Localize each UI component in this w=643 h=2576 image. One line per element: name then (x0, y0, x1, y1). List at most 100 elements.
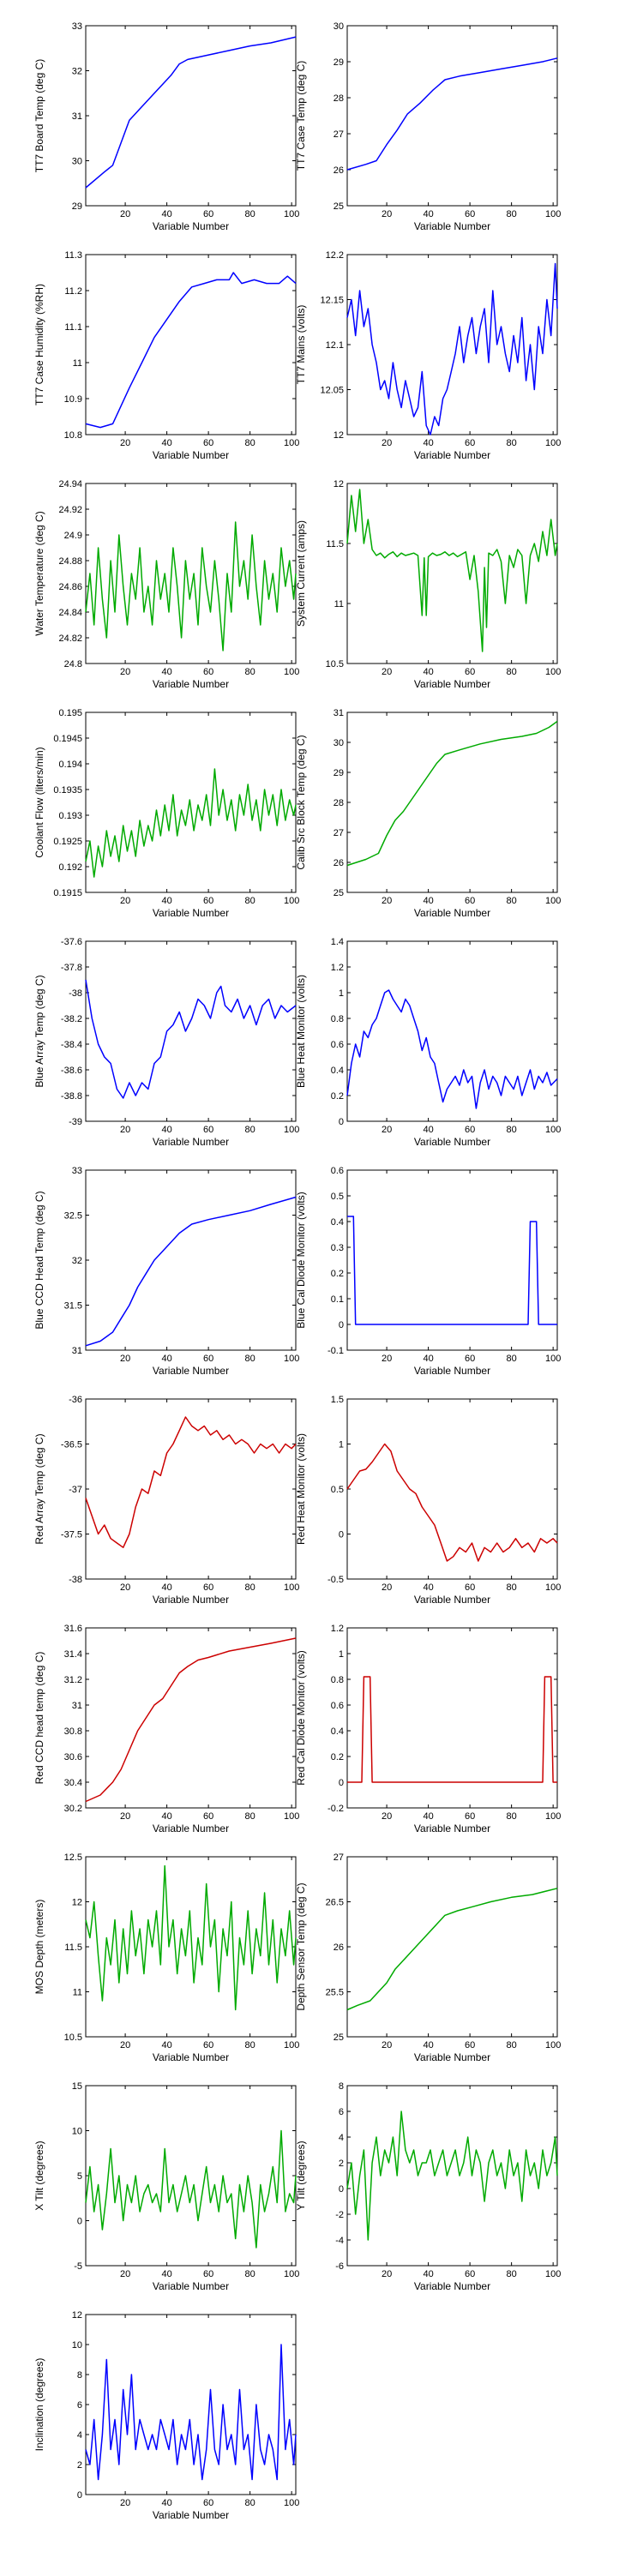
y-tick-label: 12.05 (320, 386, 344, 396)
x-tick-label: 100 (545, 2269, 561, 2279)
x-tick-label: 60 (203, 2269, 213, 2279)
series-line (347, 1676, 557, 1783)
chart-16: 20 40 60 80 100 -0.2 0 0.2 0.4 0.6 0.8 1 1.2 Variable… (295, 1624, 561, 1834)
y-tick-label: 31.4 (64, 1649, 82, 1660)
x-tick-label: 40 (423, 896, 433, 906)
y-axis-label: Blue CCD Head Temp (deg C) (33, 1191, 45, 1329)
x-tick-label: 40 (161, 209, 171, 219)
plot-frame (85, 1169, 297, 1351)
y-axis-label: Y Tilt (degrees) (295, 2141, 307, 2210)
y-tick-label: 0.4 (331, 1726, 344, 1737)
x-axis-label: Variable Number (153, 449, 229, 461)
x-tick-label: 100 (284, 2040, 299, 2051)
x-tick-label: 40 (423, 438, 433, 448)
y-tick-label: -0.2 (328, 1804, 344, 1814)
series-line (85, 272, 297, 429)
y-tick-label: 0.192 (58, 862, 82, 873)
plot-frame (346, 25, 558, 207)
y-tick-label: 24.94 (58, 479, 82, 489)
y-tick-label: 0.5 (331, 1485, 344, 1495)
y-tick-label: 0.1915 (53, 888, 82, 898)
y-tick-label: -0.1 (328, 1346, 344, 1356)
y-tick-label: 5 (77, 2171, 82, 2182)
y-tick-label: 24.86 (58, 582, 82, 592)
x-tick-label: 60 (465, 2040, 475, 2051)
y-tick-label: 31 (72, 1701, 82, 1711)
x-axis-label: Variable Number (153, 2051, 229, 2063)
series-line (346, 57, 558, 171)
y-axis-label: Blue Cal Diode Monitor (volts) (295, 1192, 307, 1328)
x-axis-label: Variable Number (153, 2280, 229, 2292)
x-tick-label: 40 (161, 1125, 171, 1135)
chart-17: 20 40 60 80 100 10.5 11 11.5 12 12.5 Variable Numb… (33, 1852, 299, 2063)
x-tick-label: 60 (465, 1125, 475, 1135)
x-tick-label: 80 (245, 1811, 255, 1822)
x-tick-label: 60 (465, 438, 475, 448)
plot-frame (85, 483, 297, 664)
x-axis-label: Variable Number (414, 678, 490, 690)
y-tick-label: 12 (72, 2310, 82, 2321)
x-tick-label: 100 (545, 1811, 561, 1822)
y-tick-label: 2 (339, 2159, 344, 2169)
x-tick-label: 80 (245, 209, 255, 219)
plot-frame (85, 712, 297, 893)
x-tick-label: 60 (465, 1354, 475, 1364)
y-tick-label: 30 (334, 21, 344, 32)
plot-frame (346, 483, 558, 664)
y-tick-label: 1.2 (331, 963, 344, 973)
y-tick-label: -38.6 (61, 1066, 82, 1076)
x-tick-label: 20 (120, 1354, 130, 1364)
y-tick-label: 28 (334, 93, 344, 104)
x-tick-label: 80 (507, 438, 517, 448)
x-tick-label: 80 (245, 1354, 255, 1364)
y-tick-label: 0.3 (331, 1243, 344, 1253)
y-tick-label: 31.2 (64, 1675, 82, 1685)
x-tick-label: 40 (161, 2498, 171, 2508)
x-tick-label: 100 (545, 1582, 561, 1593)
x-tick-label: 60 (203, 667, 213, 677)
y-tick-label: -37.8 (61, 963, 82, 973)
y-tick-label: 12 (334, 479, 344, 489)
y-axis-label: System Current (amps) (295, 520, 307, 627)
x-tick-label: 80 (507, 2040, 517, 2051)
y-tick-label: 2 (77, 2460, 82, 2471)
x-tick-label: 80 (245, 1125, 255, 1135)
series-line (346, 2111, 558, 2241)
y-tick-label: 27 (334, 828, 344, 838)
series-line (346, 1443, 558, 1562)
y-tick-label: -38 (69, 988, 82, 999)
y-tick-label: 0.6 (331, 1701, 344, 1711)
plot-frame (85, 25, 297, 207)
x-tick-label: 80 (507, 209, 517, 219)
plot-frame (346, 254, 558, 435)
series-line (346, 262, 558, 435)
y-tick-label: 24.92 (58, 505, 82, 515)
chart-19: 20 40 60 80 100 -5 0 5 10 15 Variable Number X Tilt… (33, 2081, 299, 2292)
x-tick-label: 80 (507, 1582, 517, 1593)
x-tick-label: 20 (120, 896, 130, 906)
y-tick-label: 0.1935 (53, 785, 82, 796)
y-tick-label: 32 (72, 67, 82, 77)
series-line (346, 1888, 558, 2011)
series-line (85, 1416, 297, 1548)
x-tick-label: 40 (423, 1582, 433, 1593)
chart-12: 20 40 60 80 100 -0.1 0 0.1 0.2 0.3 0.4 0.5 0.6 Variab… (295, 1166, 561, 1377)
x-tick-label: 40 (161, 1811, 171, 1822)
x-tick-label: 40 (423, 2269, 433, 2279)
y-tick-label: 30.8 (64, 1726, 82, 1737)
x-tick-label: 80 (245, 667, 255, 677)
x-axis-label: Variable Number (153, 2509, 229, 2521)
y-tick-label: 4 (339, 2133, 344, 2143)
x-tick-label: 80 (245, 896, 255, 906)
plot-frame (346, 1627, 558, 1809)
x-axis-label: Variable Number (153, 1365, 229, 1377)
y-tick-label: 15 (72, 2081, 82, 2092)
y-tick-label: 0 (339, 1117, 344, 1127)
x-tick-label: 20 (382, 667, 392, 677)
plot-frame (346, 940, 558, 1122)
series-line (85, 1637, 297, 1803)
y-tick-label: 26.5 (326, 1898, 344, 1908)
x-tick-label: 100 (284, 209, 299, 219)
series-line (346, 989, 558, 1109)
